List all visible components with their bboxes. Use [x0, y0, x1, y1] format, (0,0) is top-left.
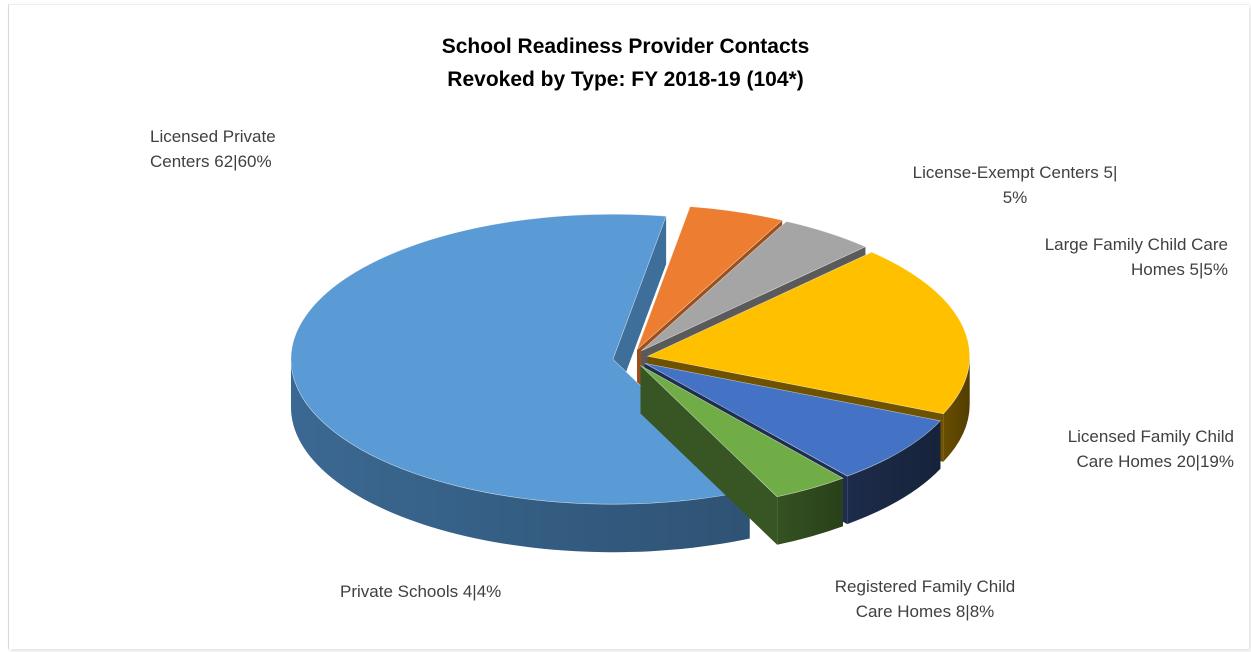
- label-licensed-family-child-care-homes: Licensed Family Child Care Homes 20|19%: [1067, 427, 1234, 471]
- slice-private-schools: [640, 365, 844, 498]
- chart-title-line-2: Revoked by Type: FY 2018-19 (104*): [447, 68, 804, 91]
- label-large-family-child-care-homes: Large Family Child Care Homes 5|5%: [1044, 235, 1228, 279]
- slice-side-shade-registered-family-child-care-homes-0: [847, 420, 941, 525]
- slice-side-shade-licensed-family-child-care-homes-0: [943, 356, 970, 462]
- chart-title: School Readiness Provider Contacts Revok…: [0, 30, 1251, 96]
- slice-registered-family-child-care-homes: [644, 363, 941, 477]
- slice-wall-licensed-private-centers-1: [612, 216, 667, 408]
- label-registered-family-child-care-homes: Registered Family Child Care Homes 8|8%: [834, 577, 1016, 621]
- pie-slices: [290, 206, 970, 553]
- label-private-schools: Private Schools 4|4%: [340, 582, 502, 601]
- label-licensed-private-centers: Licensed Private Centers 62|60%: [150, 127, 276, 171]
- slice-licensed-private-centers: [290, 213, 751, 505]
- slice-side-shade-private-schools-0: [777, 478, 843, 545]
- slice-licensed-family-child-care-homes: [646, 251, 970, 415]
- slice-license-exempt-centers: [636, 206, 783, 350]
- chart-title-line-1: School Readiness Provider Contacts: [441, 35, 810, 58]
- label-license-exempt-centers: License-Exempt Centers 5| 5%: [912, 163, 1118, 207]
- slice-large-family-child-care-homes: [641, 221, 867, 352]
- slice-wall-private-schools-1: [640, 365, 778, 545]
